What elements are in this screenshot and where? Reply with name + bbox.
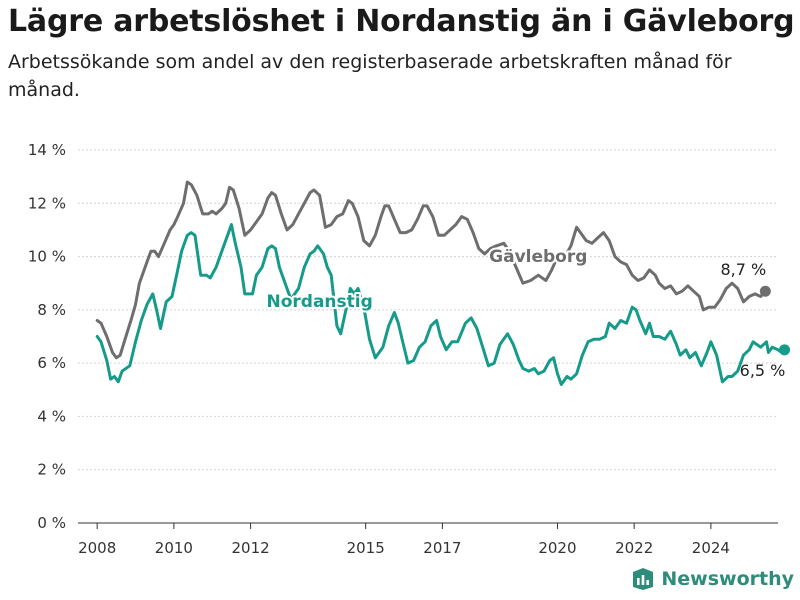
y-tick-label: 12 % <box>28 194 66 212</box>
series-label-nordanstig: Nordanstig <box>267 292 373 312</box>
series-line-nordanstig <box>95 223 786 386</box>
series-label-g-vleborg: Gävleborg <box>489 247 587 267</box>
y-tick-label: 8 % <box>37 301 66 319</box>
x-tick-label: 2022 <box>615 539 653 557</box>
y-tick-label: 0 % <box>37 514 66 532</box>
x-axis-ticks: 2008 2010 2012 2015 2017 2020 2022 2024 <box>78 522 778 557</box>
series-line-g-vleborg <box>95 180 767 360</box>
x-tick-label: 2012 <box>232 539 270 557</box>
x-tick-label: 2024 <box>692 539 730 557</box>
brand-logo: Newsworthy <box>631 566 794 592</box>
x-tick-label: 2015 <box>347 539 385 557</box>
y-axis-ticks: 0 % 2 % 4 % 6 % 8 % 10 % 12 % 14 % <box>28 141 66 532</box>
end-value-label-nordanstig: 6,5 % <box>740 361 786 380</box>
series-labels: 8,7 % 6,5 % Gävleborg Nordanstig <box>265 245 786 380</box>
series-lines <box>95 180 791 386</box>
x-tick-label: 2017 <box>423 539 461 557</box>
x-tick-label: 2008 <box>78 539 116 557</box>
brand-name: Newsworthy <box>661 568 794 590</box>
x-tick-label: 2020 <box>538 539 576 557</box>
y-tick-label: 4 % <box>37 407 66 425</box>
newsworthy-icon <box>633 568 654 590</box>
page-subtitle: Arbetssökande som andel av den registerb… <box>8 51 732 101</box>
x-tick-label: 2010 <box>155 539 193 557</box>
y-tick-label: 6 % <box>37 354 66 372</box>
y-tick-label: 2 % <box>37 461 66 479</box>
end-point-g-vleborg <box>759 285 771 297</box>
page-title: Lägre arbetslöshet i Nordanstig än i Gäv… <box>8 4 795 39</box>
end-value-label-g-vleborg: 8,7 % <box>720 260 766 279</box>
y-tick-label: 10 % <box>28 248 66 266</box>
y-tick-label: 14 % <box>28 141 66 159</box>
end-point-nordanstig <box>779 344 791 356</box>
